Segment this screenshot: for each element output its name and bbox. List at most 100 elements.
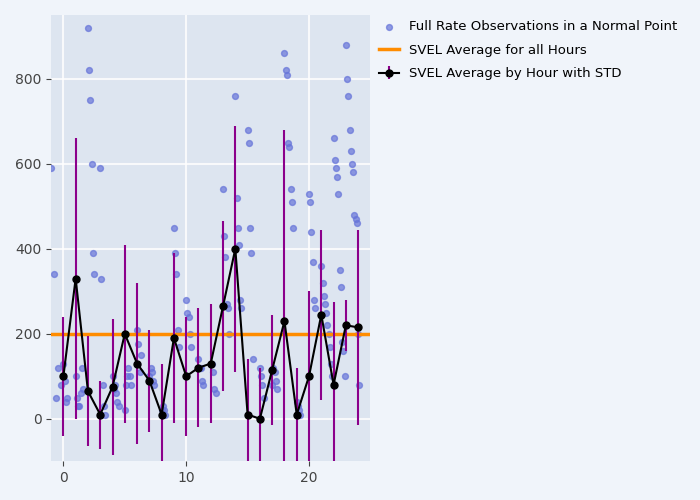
Full Rate Observations in a Normal Point [233, 240, 244, 248]
Full Rate Observations in a Normal Point [304, 198, 316, 206]
Full Rate Observations in a Normal Point [98, 402, 109, 410]
Full Rate Observations in a Normal Point [55, 381, 66, 389]
Full Rate Observations in a Normal Point [146, 368, 158, 376]
Full Rate Observations in a Normal Point [210, 390, 221, 398]
Full Rate Observations in a Normal Point [351, 220, 363, 228]
Full Rate Observations in a Normal Point [70, 372, 81, 380]
Full Rate Observations in a Normal Point [108, 385, 119, 393]
Full Rate Observations in a Normal Point [62, 394, 73, 402]
Full Rate Observations in a Normal Point [288, 224, 299, 232]
Full Rate Observations in a Normal Point [340, 41, 351, 49]
Full Rate Observations in a Normal Point [267, 381, 278, 389]
Full Rate Observations in a Normal Point [284, 143, 295, 151]
Full Rate Observations in a Normal Point [148, 376, 159, 384]
Full Rate Observations in a Normal Point [135, 351, 146, 359]
Full Rate Observations in a Normal Point [306, 228, 317, 236]
Full Rate Observations in a Normal Point [83, 66, 94, 74]
Full Rate Observations in a Normal Point [186, 342, 197, 350]
Full Rate Observations in a Normal Point [218, 186, 229, 194]
Full Rate Observations in a Normal Point [316, 262, 327, 270]
Full Rate Observations in a Normal Point [195, 364, 206, 372]
Full Rate Observations in a Normal Point [232, 224, 244, 232]
Full Rate Observations in a Normal Point [283, 138, 294, 146]
Full Rate Observations in a Normal Point [230, 92, 241, 100]
Full Rate Observations in a Normal Point [205, 360, 216, 368]
Full Rate Observations in a Normal Point [184, 330, 195, 338]
Full Rate Observations in a Normal Point [317, 279, 328, 287]
Full Rate Observations in a Normal Point [338, 347, 349, 355]
Full Rate Observations in a Normal Point [243, 138, 254, 146]
Full Rate Observations in a Normal Point [172, 326, 183, 334]
Full Rate Observations in a Normal Point [307, 258, 318, 266]
Full Rate Observations in a Normal Point [343, 92, 354, 100]
Full Rate Observations in a Normal Point [293, 402, 304, 410]
Full Rate Observations in a Normal Point [309, 304, 321, 312]
Full Rate Observations in a Normal Point [218, 232, 230, 240]
Full Rate Observations in a Normal Point [272, 385, 283, 393]
Full Rate Observations in a Normal Point [321, 308, 332, 316]
Full Rate Observations in a Normal Point [86, 160, 97, 168]
Full Rate Observations in a Normal Point [339, 372, 350, 380]
Full Rate Observations in a Normal Point [208, 368, 219, 376]
Full Rate Observations in a Normal Point [353, 330, 364, 338]
Full Rate Observations in a Normal Point [258, 394, 270, 402]
SVEL Average for all Hours [71, 331, 80, 337]
Full Rate Observations in a Normal Point [330, 164, 342, 172]
Full Rate Observations in a Normal Point [344, 126, 355, 134]
Full Rate Observations in a Normal Point [60, 398, 71, 406]
Full Rate Observations in a Normal Point [78, 385, 89, 393]
Full Rate Observations in a Normal Point [48, 270, 60, 278]
Full Rate Observations in a Normal Point [173, 342, 184, 350]
Full Rate Observations in a Normal Point [158, 406, 169, 414]
Full Rate Observations in a Normal Point [168, 224, 179, 232]
Full Rate Observations in a Normal Point [279, 50, 290, 58]
Full Rate Observations in a Normal Point [345, 147, 356, 155]
Full Rate Observations in a Normal Point [257, 381, 268, 389]
Full Rate Observations in a Normal Point [88, 249, 99, 257]
Full Rate Observations in a Normal Point [123, 364, 134, 372]
Full Rate Observations in a Normal Point [223, 330, 235, 338]
Full Rate Observations in a Normal Point [268, 364, 279, 372]
Full Rate Observations in a Normal Point [350, 215, 361, 223]
Full Rate Observations in a Normal Point [111, 390, 122, 398]
Full Rate Observations in a Normal Point [329, 156, 340, 164]
Full Rate Observations in a Normal Point [94, 164, 106, 172]
Full Rate Observations in a Normal Point [75, 390, 86, 398]
Full Rate Observations in a Normal Point [285, 186, 296, 194]
Full Rate Observations in a Normal Point [332, 172, 343, 180]
Full Rate Observations in a Normal Point [295, 410, 306, 418]
Full Rate Observations in a Normal Point [246, 249, 257, 257]
Full Rate Observations in a Normal Point [303, 190, 314, 198]
Full Rate Observations in a Normal Point [256, 372, 267, 380]
Full Rate Observations in a Normal Point [247, 356, 258, 364]
Full Rate Observations in a Normal Point [269, 368, 280, 376]
Full Rate Observations in a Normal Point [333, 190, 344, 198]
Full Rate Observations in a Normal Point [322, 322, 333, 330]
Full Rate Observations in a Normal Point [286, 198, 297, 206]
Full Rate Observations in a Normal Point [221, 300, 232, 308]
Full Rate Observations in a Normal Point [223, 304, 234, 312]
Full Rate Observations in a Normal Point [346, 160, 358, 168]
Full Rate Observations in a Normal Point [244, 224, 256, 232]
Full Rate Observations in a Normal Point [337, 338, 348, 346]
Full Rate Observations in a Normal Point [182, 308, 193, 316]
Full Rate Observations in a Normal Point [50, 394, 62, 402]
Full Rate Observations in a Normal Point [231, 194, 242, 202]
Full Rate Observations in a Normal Point [85, 96, 96, 104]
Full Rate Observations in a Normal Point [76, 364, 88, 372]
Full Rate Observations in a Normal Point [281, 70, 293, 78]
Full Rate Observations in a Normal Point [354, 381, 365, 389]
SVEL Average for all Hours [60, 331, 68, 337]
Full Rate Observations in a Normal Point [193, 356, 204, 364]
Full Rate Observations in a Normal Point [171, 270, 182, 278]
Full Rate Observations in a Normal Point [97, 381, 108, 389]
Full Rate Observations in a Normal Point [220, 254, 231, 262]
Legend: Full Rate Observations in a Normal Point, SVEL Average for all Hours, SVEL Avera: Full Rate Observations in a Normal Point… [374, 15, 682, 86]
Full Rate Observations in a Normal Point [324, 342, 335, 350]
Full Rate Observations in a Normal Point [318, 292, 330, 300]
Full Rate Observations in a Normal Point [270, 376, 281, 384]
Full Rate Observations in a Normal Point [319, 300, 330, 308]
Full Rate Observations in a Normal Point [133, 340, 144, 348]
Full Rate Observations in a Normal Point [280, 66, 291, 74]
Full Rate Observations in a Normal Point [181, 296, 192, 304]
